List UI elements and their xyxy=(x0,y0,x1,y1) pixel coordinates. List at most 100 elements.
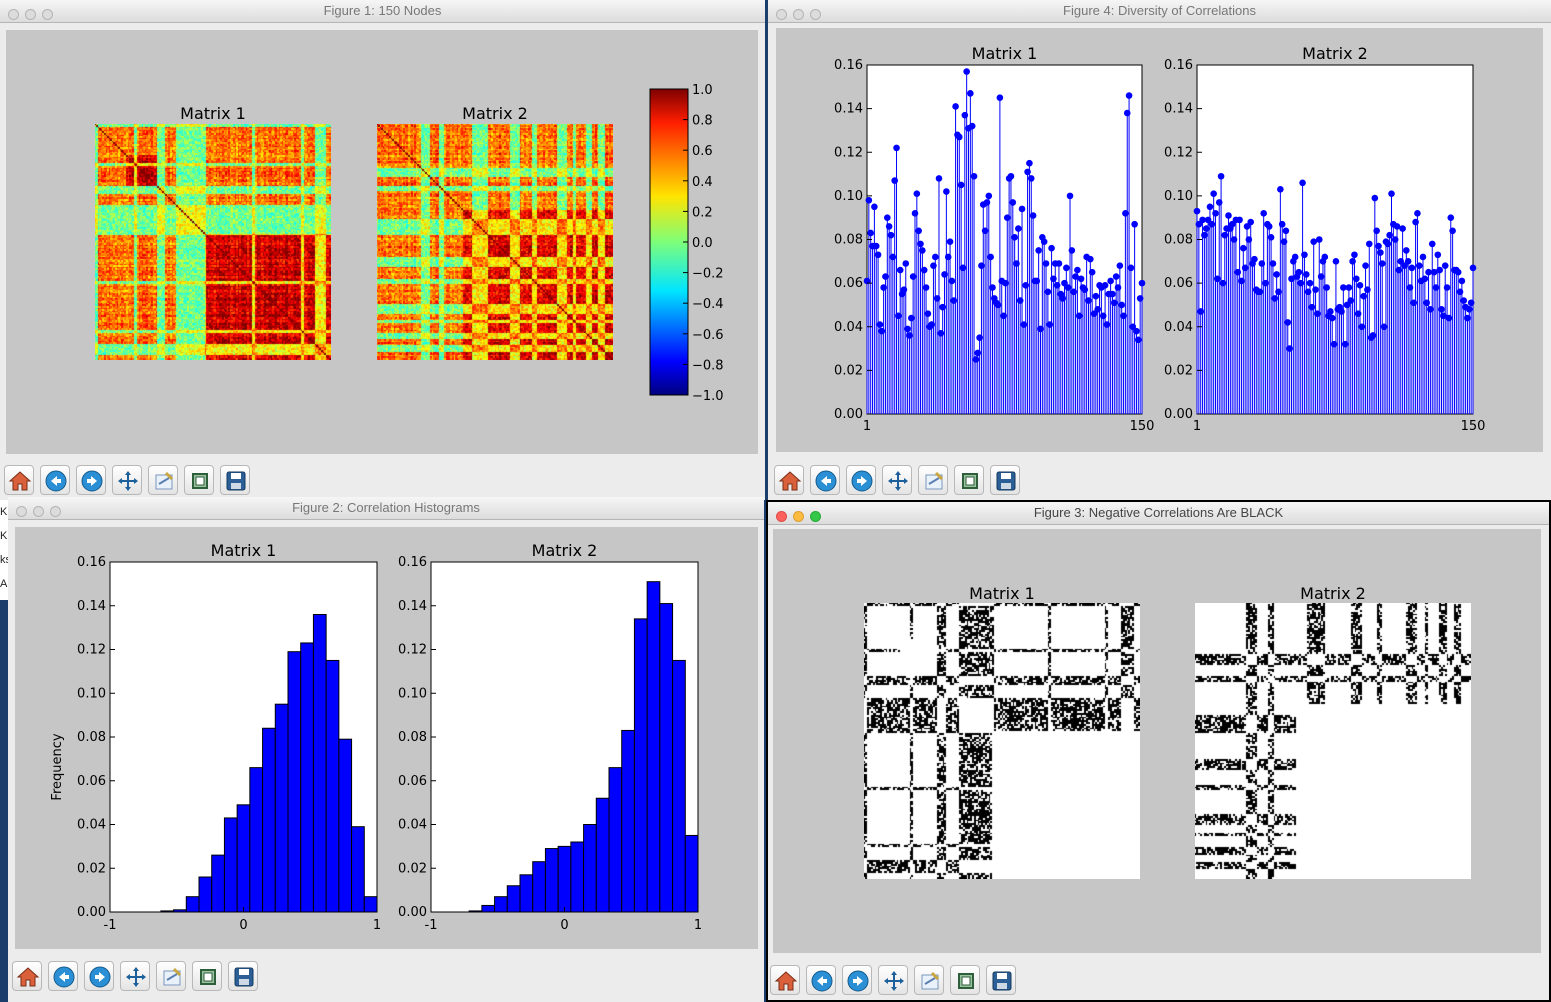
pan-button[interactable] xyxy=(120,961,150,991)
subplots-button[interactable] xyxy=(148,465,178,495)
x-tick-label: 0 xyxy=(560,918,568,933)
back-icon xyxy=(815,470,837,492)
stem-marker xyxy=(1193,207,1201,215)
x-tick-label: 150 xyxy=(1130,419,1155,434)
stem-marker xyxy=(1247,218,1255,226)
close-button[interactable] xyxy=(16,506,27,517)
minimize-button[interactable] xyxy=(793,9,804,20)
stem-marker xyxy=(1454,268,1462,276)
titlebar[interactable]: Figure 4: Diversity of Correlations xyxy=(768,0,1551,23)
zoom-button[interactable] xyxy=(950,965,980,995)
back-button[interactable] xyxy=(806,965,836,995)
forward-button[interactable] xyxy=(846,465,876,495)
window-title: Figure 4: Diversity of Correlations xyxy=(1063,3,1256,18)
matrix-1-heatmap xyxy=(95,124,331,360)
minimize-button[interactable] xyxy=(25,9,36,20)
zoom-button[interactable] xyxy=(42,9,53,20)
stem-marker xyxy=(1087,255,1094,263)
y-tick-label: 0.08 xyxy=(398,730,427,745)
close-button[interactable] xyxy=(8,9,19,20)
back-button[interactable] xyxy=(40,465,70,495)
stem-marker xyxy=(1362,262,1369,269)
stem-marker xyxy=(1419,253,1427,261)
forward-button[interactable] xyxy=(842,965,872,995)
stem-marker xyxy=(1195,220,1203,228)
save-button[interactable] xyxy=(990,465,1020,495)
histogram-bar xyxy=(646,581,661,913)
subplots-button[interactable] xyxy=(914,965,944,995)
stem-marker xyxy=(1206,203,1214,211)
stem-marker xyxy=(1425,268,1432,276)
colorbar xyxy=(649,88,689,396)
stem-marker xyxy=(1378,260,1386,267)
histogram-panel: Matrix 2 0.00 0.02 0.04 0.06 0.08 0.10 0.12 0.14… xyxy=(398,541,702,933)
stem-marker xyxy=(1088,268,1096,276)
stem-marker xyxy=(1042,260,1050,267)
zoom-button[interactable] xyxy=(954,465,984,495)
home-button[interactable] xyxy=(770,965,800,995)
pan-icon xyxy=(126,967,146,987)
y-tick-label: 0.16 xyxy=(398,555,427,570)
stem-marker xyxy=(1118,301,1125,309)
x-tick-label: 1 xyxy=(694,918,702,933)
titlebar[interactable]: Figure 1: 150 Nodes xyxy=(0,0,765,23)
histogram-bar xyxy=(608,767,623,913)
figure-1-window: Figure 1: 150 Nodes Matrix 1 Matrix 2 1.… xyxy=(0,0,765,500)
desktop-text: ks xyxy=(0,554,11,566)
stem-marker xyxy=(1236,216,1243,224)
stem-marker xyxy=(922,284,930,291)
forward-button[interactable] xyxy=(84,961,114,991)
histogram-bar xyxy=(494,896,508,913)
close-button[interactable] xyxy=(776,9,787,20)
pan-button[interactable] xyxy=(878,965,908,995)
zoom-button[interactable] xyxy=(810,9,821,20)
stem-marker xyxy=(955,133,963,141)
close-button[interactable] xyxy=(776,511,787,522)
stem-marker xyxy=(1138,279,1146,287)
histogram-bar xyxy=(338,738,353,913)
save-button[interactable] xyxy=(220,465,250,495)
histogram-bar xyxy=(249,767,264,913)
stem-marker xyxy=(952,103,959,110)
y-tick-label: 0.08 xyxy=(77,730,106,745)
pan-button[interactable] xyxy=(882,465,912,495)
stem-marker xyxy=(876,321,884,328)
stem-marker xyxy=(1447,214,1455,221)
stem-marker xyxy=(1328,314,1336,322)
home-button[interactable] xyxy=(774,465,804,495)
home-button[interactable] xyxy=(4,465,34,495)
figure-canvas[interactable]: Matrix 1 0.00 0.02 0.04 0.06 0.08 0.10 0.12 0.14… xyxy=(776,28,1543,452)
back-button[interactable] xyxy=(48,961,78,991)
stem-marker xyxy=(1116,262,1124,269)
back-button[interactable] xyxy=(810,465,840,495)
stem-marker xyxy=(963,68,970,75)
y-tick-label: 0.10 xyxy=(398,686,427,701)
stem-marker xyxy=(1131,220,1138,228)
zoom-button[interactable] xyxy=(50,506,61,517)
plot-area xyxy=(866,64,1143,415)
titlebar[interactable]: Figure 2: Correlation Histograms xyxy=(8,497,764,520)
y-tick-label: 0.12 xyxy=(1164,145,1193,160)
subplots-button[interactable] xyxy=(156,961,186,991)
save-button[interactable] xyxy=(228,961,258,991)
panel-title: Matrix 1 xyxy=(180,104,246,123)
titlebar[interactable]: Figure 3: Negative Correlations Are BLAC… xyxy=(768,502,1549,525)
zoom-button[interactable] xyxy=(192,961,222,991)
stem-marker xyxy=(1373,227,1380,235)
pan-button[interactable] xyxy=(112,465,142,495)
subplots-button[interactable] xyxy=(918,465,948,495)
x-tick-label: 150 xyxy=(1461,419,1486,434)
zoom-button[interactable] xyxy=(184,465,214,495)
home-button[interactable] xyxy=(12,961,42,991)
figure-canvas[interactable]: Matrix 1 Matrix 2 1.0 0.8 0.6 0.4 0.2 0.0 −0.2… xyxy=(6,30,758,454)
minimize-button[interactable] xyxy=(33,506,44,517)
stem-marker xyxy=(1029,212,1037,219)
forward-button[interactable] xyxy=(76,465,106,495)
figure-canvas[interactable]: Matrix 1 Matrix 2 xyxy=(773,529,1541,953)
save-button[interactable] xyxy=(986,965,1016,995)
stem-marker xyxy=(985,192,993,200)
histogram-bar xyxy=(557,845,572,913)
zoom-button[interactable] xyxy=(810,511,821,522)
minimize-button[interactable] xyxy=(793,511,804,522)
figure-canvas[interactable]: Frequency Matrix 1 0.00 0.02 0.04 0.06 0.08 0.1… xyxy=(15,527,758,949)
